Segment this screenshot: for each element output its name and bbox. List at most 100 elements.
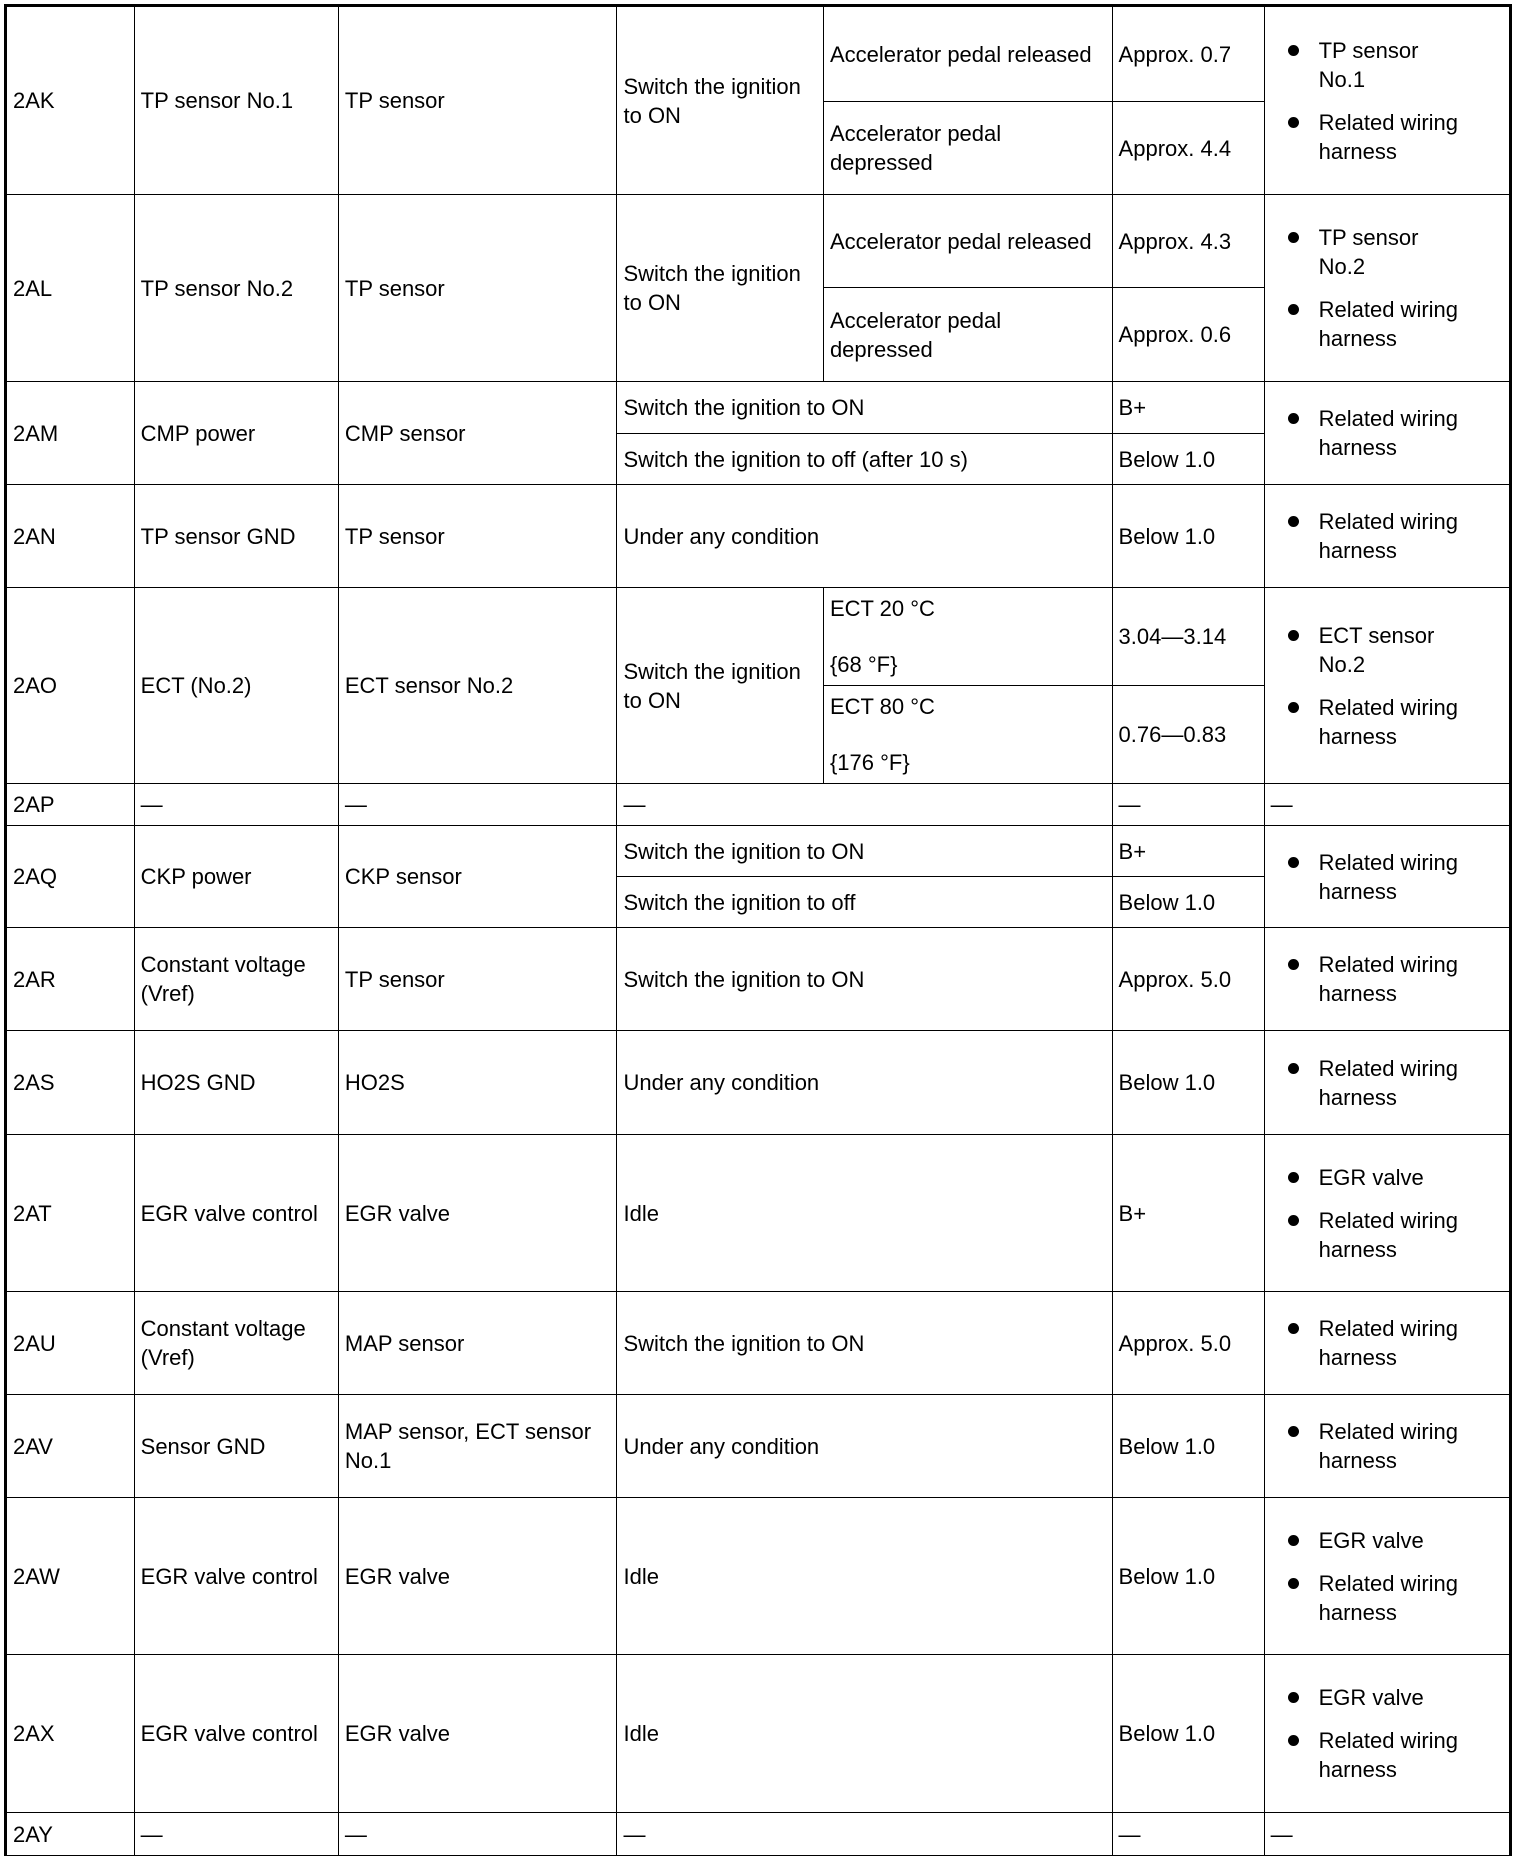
condition-cell: Idle	[616, 1497, 1113, 1655]
terminal-cell: 2AO	[6, 587, 135, 784]
inspection-list: Related wiring harness	[1271, 950, 1503, 1008]
voltage-value-cell: —	[1111, 783, 1265, 826]
table-row: 2AS HO2S GND HO2S Under any condition Below …	[6, 1030, 1511, 1135]
signal-cell: —	[133, 783, 339, 826]
connected-to-cell: MAP sensor, ECT sensor No.1	[337, 1394, 618, 1498]
table-row: 2AV Sensor GND MAP sensor, ECT sensor No.1…	[6, 1394, 1511, 1498]
inspection-item-cell: Related wiring harness	[1263, 1291, 1511, 1395]
inspection-list: Related wiring harness	[1271, 507, 1503, 565]
inspection-item: Related wiring harness	[1287, 297, 1459, 351]
inspection-list: EGR valve Related wiring harness	[1271, 1683, 1503, 1784]
condition-cell: Switch the ignition to ON	[616, 6, 824, 195]
signal-cell: CMP power	[133, 381, 339, 485]
condition-cell: Switch the ignition to ON	[616, 381, 1113, 434]
connected-to-cell: HO2S	[337, 1030, 618, 1135]
table-row: 2AP — — — — —	[6, 783, 1511, 826]
terminal-cell: 2AR	[6, 927, 135, 1031]
connected-to-cell: CKP sensor	[337, 825, 618, 928]
connected-to-cell: ECT sensor No.2	[337, 587, 618, 784]
signal-cell: ECT (No.2)	[133, 587, 339, 784]
condition-cell: Switch the ignition to ON	[616, 587, 824, 784]
table-row: 2AW EGR valve control EGR valve Idle Below 1…	[6, 1497, 1511, 1655]
inspection-item-cell: EGR valve Related wiring harness	[1263, 1134, 1511, 1292]
inspection-item-cell: Related wiring harness	[1263, 825, 1511, 928]
signal-cell: HO2S GND	[133, 1030, 339, 1135]
table-row: 2AM CMP power CMP sensor Switch the ignitio…	[6, 381, 1511, 485]
terminal-cell: 2AK	[6, 6, 135, 195]
sub-condition-text-fahrenheit: {68 °F}	[829, 652, 898, 677]
table-row: 2AL TP sensor No.2 TP sensor Switch the ign…	[6, 194, 1511, 382]
inspection-item: TP sensor No.2	[1287, 223, 1459, 281]
inspection-item: ECT sensor No.2	[1287, 621, 1459, 679]
inspection-item: Related wiring harness	[1287, 849, 1459, 904]
voltage-value-cell: B+	[1111, 825, 1265, 877]
voltage-value-cell: Below 1.0	[1111, 1030, 1265, 1135]
inspection-item: Related wiring harness	[1287, 1728, 1459, 1782]
inspection-item-cell: Related wiring harness	[1263, 1030, 1511, 1135]
voltage-value-cell: Below 1.0	[1111, 433, 1265, 485]
signal-cell: Sensor GND	[133, 1394, 339, 1498]
terminal-cell: 2AX	[6, 1654, 135, 1813]
terminal-cell: 2AU	[6, 1291, 135, 1395]
terminal-cell: 2AP	[6, 783, 135, 826]
inspection-item: EGR valve	[1287, 1526, 1459, 1555]
inspection-list: TP sensor No.2 Related wiring harness	[1271, 223, 1503, 353]
condition-cell: Under any condition	[616, 1030, 1113, 1135]
terminal-cell: 2AQ	[6, 825, 135, 928]
condition-cell: Switch the ignition to ON	[616, 825, 1113, 877]
inspection-item: Related wiring harness	[1287, 1570, 1459, 1625]
voltage-value-cell: Below 1.0	[1111, 1394, 1265, 1498]
inspection-item: Related wiring harness	[1287, 952, 1459, 1006]
voltage-value-cell: —	[1111, 1812, 1265, 1856]
inspection-item: Related wiring harness	[1287, 509, 1459, 563]
table-row: 2AU Constant voltage (Vref) MAP sensor Swit…	[6, 1291, 1511, 1395]
inspection-item-cell: —	[1263, 1812, 1511, 1856]
inspection-item: Related wiring harness	[1287, 1316, 1459, 1370]
inspection-item: Related wiring harness	[1287, 406, 1459, 460]
condition-cell: Idle	[616, 1134, 1113, 1292]
inspection-list: Related wiring harness	[1271, 1314, 1503, 1372]
condition-cell: Under any condition	[616, 484, 1113, 588]
inspection-list: Related wiring harness	[1271, 1054, 1503, 1112]
terminal-cell: 2AT	[6, 1134, 135, 1292]
connected-to-cell: EGR valve	[337, 1134, 618, 1292]
table-row: ECT 80 °C {176 °F} 0.76—0.83	[7, 685, 1510, 784]
inspection-item-cell: Related wiring harness	[1263, 927, 1511, 1031]
voltage-value-cell: B+	[1111, 1134, 1265, 1292]
signal-cell: EGR valve control	[133, 1497, 339, 1655]
connected-to-cell: EGR valve	[337, 1654, 618, 1813]
signal-cell: TP sensor No.2	[133, 194, 339, 382]
voltage-value-cell: Below 1.0	[1111, 1654, 1265, 1813]
inspection-list: Related wiring harness	[1271, 1417, 1503, 1475]
terminal-cell: 2AL	[6, 194, 135, 382]
inspection-item: Related wiring harness	[1287, 1207, 1459, 1262]
terminal-cell: 2AV	[6, 1394, 135, 1498]
voltage-value-cell: Approx. 0.7	[1111, 6, 1265, 102]
inspection-item: Related wiring harness	[1287, 1419, 1459, 1473]
signal-cell: Constant voltage (Vref)	[133, 927, 339, 1031]
sub-condition-cell: Accelerator pedal depressed	[822, 101, 1113, 195]
terminal-cell: 2AS	[6, 1030, 135, 1135]
sub-condition-cell: Accelerator pedal depressed	[822, 287, 1113, 382]
inspection-item: Related wiring harness	[1287, 1055, 1459, 1110]
spacer	[830, 721, 1106, 748]
sub-condition-text: Accelerator pedal depressed	[829, 307, 1002, 362]
condition-cell: Switch the ignition to ON	[616, 194, 824, 382]
terminal-cell: 2AN	[6, 484, 135, 588]
sub-condition-text: ECT 80 °C	[829, 694, 935, 719]
connected-to-cell: TP sensor	[337, 484, 618, 588]
connected-to-cell: TP sensor	[337, 927, 618, 1031]
inspection-item-cell: EGR valve Related wiring harness	[1263, 1654, 1511, 1813]
inspection-item-cell: TP sensor No.2 Related wiring harness	[1263, 194, 1511, 382]
voltage-value-cell: Below 1.0	[1111, 1497, 1265, 1655]
inspection-item: Related wiring harness	[1287, 109, 1459, 164]
table-row: 2AR Constant voltage (Vref) TP sensor Switc…	[6, 927, 1511, 1031]
inspection-item-cell: Related wiring harness	[1263, 381, 1511, 485]
voltage-value-cell: Approx. 5.0	[1111, 1291, 1265, 1395]
terminal-cell: 2AY	[6, 1812, 135, 1856]
table-row: 2AO ECT (No.2) ECT sensor No.2 Switch the i…	[6, 587, 1511, 784]
signal-cell: TP sensor GND	[133, 484, 339, 588]
spacer	[830, 623, 1106, 650]
voltage-value-cell: Approx. 0.6	[1111, 287, 1265, 382]
sub-condition-cell: Accelerator pedal released	[822, 6, 1113, 102]
